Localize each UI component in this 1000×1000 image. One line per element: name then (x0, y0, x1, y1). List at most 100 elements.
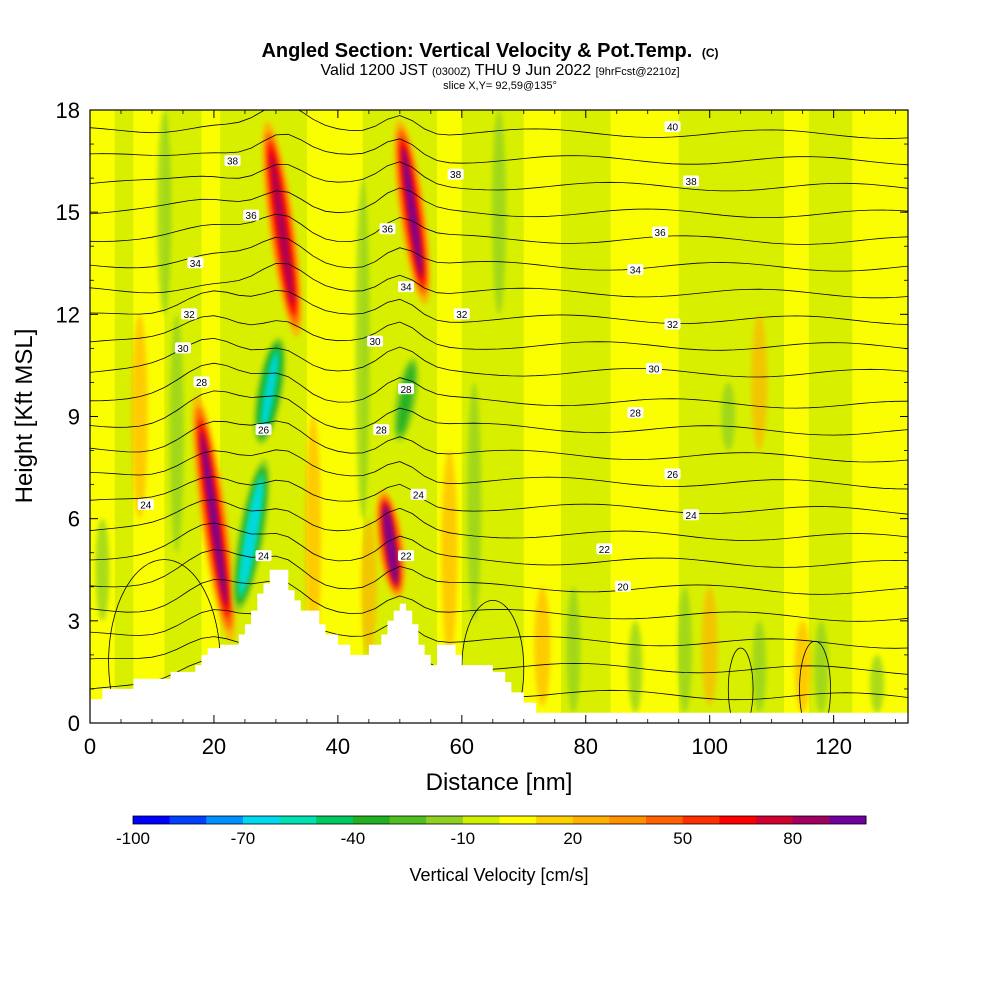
isentrope-label-19: 26 (255, 424, 272, 437)
isentrope-2 (90, 607, 908, 649)
isentrope-13 (90, 315, 908, 351)
svg-text:20: 20 (617, 582, 629, 593)
subtitle-part-1: (0300Z) (432, 66, 471, 78)
colorbar-tick-label-4: 20 (563, 829, 582, 848)
isentrope-label-13: 30 (174, 342, 191, 355)
colorbar-cell-19 (829, 816, 867, 824)
colorbar-cell-17 (756, 816, 794, 824)
closed-contour-2 (727, 647, 754, 723)
updraft-streak-3 (441, 450, 458, 655)
isentrope-17 (90, 213, 908, 245)
x-tick-label-5: 100 (691, 734, 728, 759)
isentrope-label-2: 38 (447, 168, 464, 181)
colorbar-tick-label-5: 50 (673, 829, 692, 848)
updraft-streak-0 (131, 314, 148, 519)
svg-text:28: 28 (630, 409, 642, 420)
svg-text:32: 32 (184, 310, 196, 321)
isentrope-label-12: 32 (664, 318, 681, 331)
svg-text:36: 36 (382, 225, 394, 236)
svg-text:32: 32 (456, 310, 468, 321)
isentrope-label-24: 24 (683, 509, 700, 522)
isentrope-label-15: 30 (645, 362, 662, 375)
isentrope-label-11: 32 (453, 308, 470, 321)
colorbar-cell-13 (609, 816, 647, 824)
downdraft-streak-5 (492, 110, 506, 315)
y-tick-label-1: 3 (68, 609, 80, 634)
x-tick-label-3: 60 (450, 734, 474, 759)
isentrope-label-18: 28 (627, 407, 644, 420)
isentrope-19 (90, 161, 908, 192)
colorbar-cell-14 (646, 816, 684, 824)
velocity-core-0-3 (200, 430, 227, 607)
svg-text:38: 38 (450, 170, 462, 181)
colorbar-tick-label-2: -40 (341, 829, 366, 848)
isentrope-label-20: 28 (373, 424, 390, 437)
isentrope-3 (90, 579, 908, 622)
updraft-streak-7 (794, 620, 811, 713)
isentrope-label-10: 32 (181, 308, 198, 321)
chart-subtitle: Valid 1200 JST (0300Z) THU 9 Jun 2022 [9… (320, 62, 679, 79)
downdraft-streak-1 (157, 110, 172, 315)
svg-text:30: 30 (369, 337, 381, 348)
colorbar-cell-3 (242, 816, 281, 824)
svg-text:22: 22 (400, 552, 412, 563)
colorbar-cell-8 (426, 816, 464, 824)
colorbar-cell-15 (682, 816, 720, 824)
isentrope-label-27: 22 (596, 543, 613, 556)
svg-text:30: 30 (648, 364, 660, 375)
isentrope-label-4: 36 (243, 209, 260, 222)
updraft-streak-1 (305, 416, 322, 655)
updraft-streak-5 (701, 586, 718, 706)
isentrope-label-14: 30 (367, 335, 384, 348)
isentrope-labels: 40 38 38 38 36 36 36 34 34 34 32 32 32 30 30 30 28 28 28 26… (137, 121, 700, 593)
velocity-core-6-3 (399, 366, 414, 433)
y-tick-label-3: 9 (68, 405, 80, 430)
chart-title-suffix: (C) (702, 46, 719, 60)
downdraft-streak-0 (95, 518, 110, 621)
colorbar-cell-18 (792, 816, 830, 824)
svg-text:38: 38 (686, 177, 698, 188)
downdraft-streak-3 (355, 178, 370, 519)
isentrope-18 (90, 187, 908, 218)
svg-text:36: 36 (246, 211, 258, 222)
terrain-mask (90, 569, 908, 723)
isentrope-1 (90, 636, 908, 675)
isentrope-8 (90, 449, 908, 490)
background-band-6 (610, 110, 679, 723)
svg-text:26: 26 (667, 470, 679, 481)
isentrope-10 (90, 390, 908, 436)
velocity-core-2-3 (261, 352, 278, 430)
colorbar-label: Vertical Velocity [cm/s] (409, 865, 588, 885)
y-axis-label: Height [Kft MSL] (11, 329, 38, 504)
y-tick-label-0: 0 (68, 711, 80, 736)
isentrope-label-1: 38 (224, 155, 241, 168)
svg-text:30: 30 (177, 344, 189, 355)
background-band-7 (784, 110, 809, 723)
downdraft-streak-11 (814, 620, 829, 713)
isentrope-label-3: 38 (683, 175, 700, 188)
colorbar-cell-10 (499, 816, 537, 824)
colorbar: -100 -70 -40 -10 20 50 80 (116, 815, 867, 848)
downdraft-streak-12 (870, 654, 885, 713)
isentrope-21 (90, 110, 908, 139)
x-tick-label-1: 20 (202, 734, 226, 759)
svg-text:24: 24 (258, 552, 270, 563)
colorbar-cell-16 (719, 816, 757, 824)
subtitle-part-0: Valid 1200 JST (320, 62, 431, 79)
isentrope-label-8: 34 (398, 281, 415, 294)
svg-text:26: 26 (258, 426, 270, 437)
velocity-core-1-3 (240, 481, 262, 591)
isentrope-label-5: 36 (379, 223, 396, 236)
isentrope-label-16: 28 (193, 376, 210, 389)
colorbar-cell-9 (462, 816, 500, 824)
colorbar-cell-6 (352, 816, 391, 824)
x-tick-label-0: 0 (84, 734, 96, 759)
isentrope-7 (90, 476, 908, 515)
chart-title: Angled Section: Vertical Velocity & Pot.… (261, 40, 718, 62)
svg-text:24: 24 (140, 501, 152, 512)
colorbar-cell-2 (206, 816, 244, 824)
isentrope-11 (90, 362, 908, 409)
isentrope-label-21: 26 (664, 468, 681, 481)
isentrope-5 (90, 522, 908, 568)
x-axis-label: Distance [nm] (426, 769, 573, 796)
